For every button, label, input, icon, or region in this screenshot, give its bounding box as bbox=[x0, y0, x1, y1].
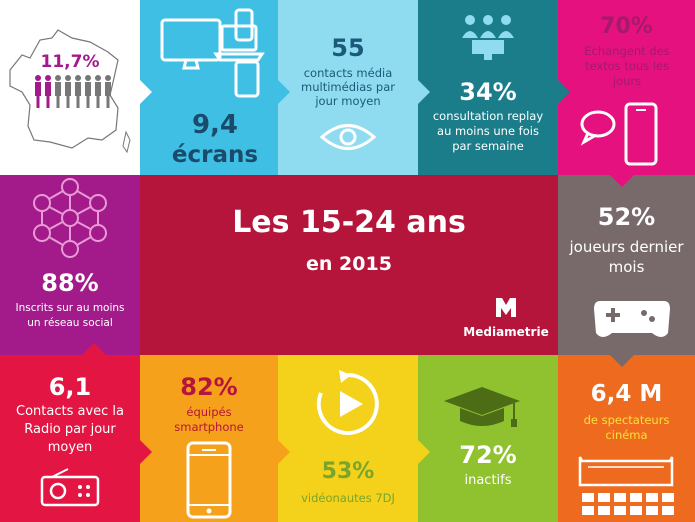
smartphone-value: 82% bbox=[180, 373, 238, 401]
tile-screens: 9,4 écrans bbox=[140, 0, 278, 175]
tile-texts: 70% Echangent des textos tous les jours bbox=[558, 0, 695, 175]
tile-replay: 34% consultation replay au moins une foi… bbox=[418, 0, 558, 175]
person-icon bbox=[75, 75, 81, 108]
smartphone-label: équipés smartphone bbox=[174, 405, 244, 434]
person-icon bbox=[55, 75, 61, 108]
people-icon bbox=[35, 75, 111, 108]
texts-value: 70% bbox=[600, 14, 653, 39]
graduation-cap-icon bbox=[444, 387, 520, 427]
social-value: 88% bbox=[41, 269, 99, 297]
notch-replay bbox=[558, 80, 570, 104]
person-icon bbox=[85, 75, 91, 108]
notch-screens bbox=[278, 80, 290, 104]
social-label: Inscrits sur au moins un réseau social bbox=[15, 302, 125, 329]
notch-smartphone bbox=[278, 440, 290, 464]
inactive-value: 72% bbox=[459, 441, 517, 469]
tile-center: Les 15-24 ans en 2015 Mediametrie bbox=[140, 175, 558, 355]
notch-texts bbox=[610, 175, 634, 187]
mediametrie-logo bbox=[496, 298, 516, 317]
radio-value: 6,1 bbox=[48, 373, 92, 401]
cinema-value: 6,4 M bbox=[590, 381, 663, 407]
gamepad-icon bbox=[594, 301, 670, 337]
devices-icon bbox=[160, 8, 265, 98]
radio-icon bbox=[40, 468, 100, 507]
media-value: 55 bbox=[331, 34, 365, 62]
notch-gamers bbox=[610, 355, 634, 367]
network-icon bbox=[33, 178, 107, 258]
smartphone-icon bbox=[186, 441, 232, 519]
france-map-icon bbox=[9, 29, 131, 154]
person-icon bbox=[45, 75, 51, 108]
notch-media bbox=[418, 80, 430, 104]
notch-france bbox=[140, 80, 152, 104]
tile-video: 53% vidéonautes 7DJ bbox=[278, 355, 418, 522]
center-title: Les 15-24 ans bbox=[232, 205, 466, 240]
gamers-label: joueurs dernier mois bbox=[569, 238, 684, 276]
cinema-icon bbox=[578, 456, 674, 515]
radio-label: Contacts avec la Radio par jour moyen bbox=[16, 404, 124, 455]
notch-social bbox=[82, 343, 106, 355]
replay-label: consultation replay au moins une fois pa… bbox=[432, 109, 544, 153]
video-value: 53% bbox=[321, 459, 375, 484]
audience-icon bbox=[462, 15, 514, 60]
person-icon bbox=[35, 75, 41, 108]
france-percent: 11,7% bbox=[40, 52, 100, 72]
screens-value: 9,4 bbox=[191, 110, 239, 140]
notch-radio bbox=[140, 440, 152, 464]
notch-inactive bbox=[546, 440, 558, 464]
notch-video bbox=[418, 440, 430, 464]
person-icon bbox=[95, 75, 101, 108]
video-label: vidéonautes 7DJ bbox=[301, 491, 395, 505]
tile-gamers: 52% joueurs dernier mois bbox=[558, 175, 695, 355]
phone-message-icon bbox=[580, 102, 658, 166]
tile-radio: 6,1 Contacts avec la Radio par jour moye… bbox=[0, 355, 140, 522]
eye-icon bbox=[319, 124, 377, 150]
tile-cinema: 6,4 M de spectateurs cinéma bbox=[558, 355, 695, 522]
inactive-label: inactifs bbox=[464, 473, 512, 488]
tile-smartphone: 82% équipés smartphone bbox=[140, 355, 278, 522]
replay-value: 34% bbox=[459, 78, 517, 106]
tile-media: 55 contacts média multimédias par jour m… bbox=[278, 0, 418, 175]
screens-label: écrans bbox=[171, 142, 259, 168]
tile-social: 88% Inscrits sur au moins un réseau soci… bbox=[0, 175, 140, 355]
person-icon bbox=[65, 75, 71, 108]
tile-france: 11,7% bbox=[0, 0, 140, 175]
texts-label: Echangent des textos tous les jours bbox=[584, 44, 670, 88]
brand-name: Mediametrie bbox=[463, 325, 549, 339]
center-subtitle: en 2015 bbox=[306, 253, 392, 275]
media-label: contacts média multimédias par jour moye… bbox=[301, 66, 395, 108]
person-icon bbox=[105, 75, 111, 108]
cinema-label: de spectateurs cinéma bbox=[583, 413, 670, 442]
tile-inactive: 72% inactifs bbox=[418, 355, 558, 522]
replay-play-icon bbox=[316, 370, 379, 435]
gamers-value: 52% bbox=[597, 203, 656, 231]
